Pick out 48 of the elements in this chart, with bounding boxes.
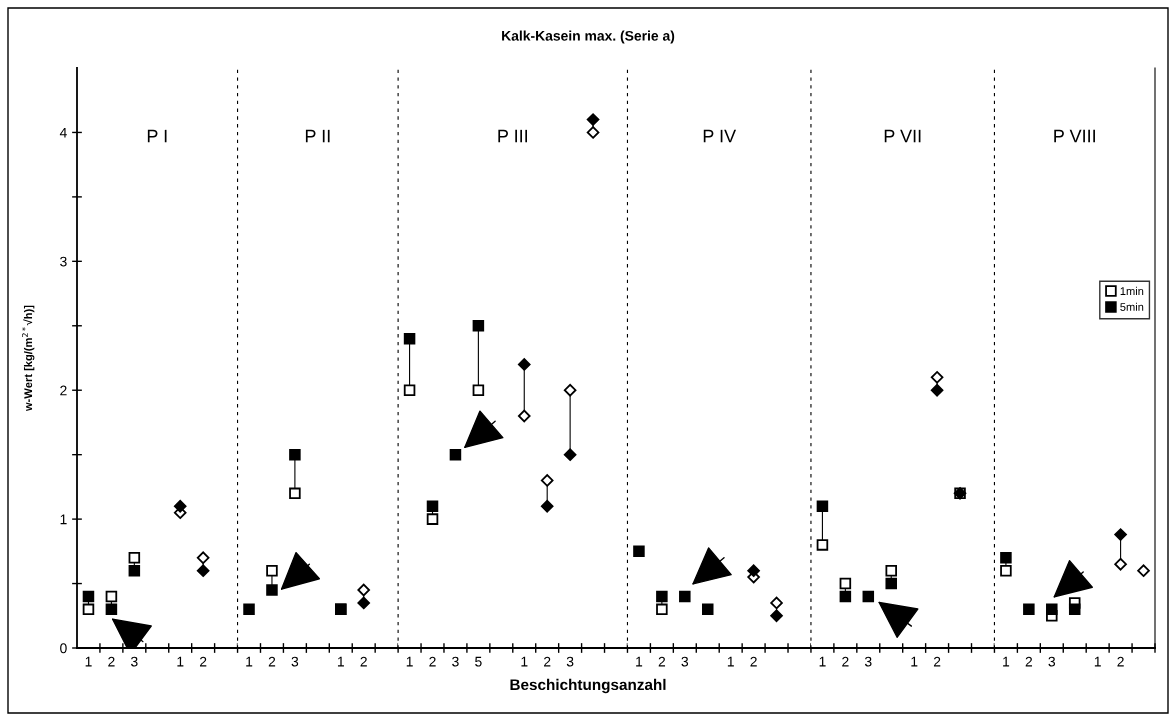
y-tick-label: 1 <box>60 514 67 525</box>
x-tick-label: 2 <box>842 656 849 667</box>
legend-label: 1min <box>1120 286 1144 295</box>
x-tick-label: 2 <box>268 656 276 667</box>
x-tick-label: 3 <box>131 656 138 667</box>
x-tick-label: 2 <box>658 656 666 667</box>
x-tick-label: 1 <box>911 656 918 667</box>
y-tick-label: 2 <box>60 385 67 396</box>
chart-title: Kalk-Kasein max. (Serie a) <box>502 30 675 44</box>
x-tick-label: 1 <box>246 656 253 667</box>
x-tick-label: 1 <box>521 656 528 667</box>
x-tick-label: 2 <box>933 656 941 667</box>
text: P IV <box>703 129 737 143</box>
text: P II <box>305 129 330 143</box>
x-tick-label: 2 <box>1025 656 1033 667</box>
x-tick-label: 5 <box>475 656 482 667</box>
x-tick-label: 2 <box>360 656 367 667</box>
x-tick-label: 1 <box>1003 656 1010 667</box>
y-tick-label: 3 <box>60 256 67 267</box>
y-tick-label: 0 <box>60 643 67 654</box>
x-axis-title: Beschichtungsanzahl <box>510 678 666 694</box>
x-tick-label: 2 <box>544 656 551 667</box>
text: P III <box>498 129 528 143</box>
x-tick-label: 2 <box>429 656 436 667</box>
x-tick-label: 2 <box>1117 656 1124 667</box>
x-tick-label: 3 <box>452 656 459 667</box>
x-tick-label: 2 <box>750 656 757 667</box>
x-tick-label: 3 <box>291 656 299 667</box>
x-tick-label: 2 <box>199 656 207 667</box>
y-tick-label: 4 <box>59 127 67 138</box>
x-tick-label: 3 <box>566 656 574 667</box>
x-tick-label: 1 <box>727 656 734 667</box>
x-tick-label: 1 <box>636 656 643 667</box>
x-tick-label: 2 <box>108 656 115 667</box>
x-tick-label: 1 <box>1094 656 1101 667</box>
x-tick-label: 1 <box>337 656 344 667</box>
legend-label: 5min <box>1120 302 1144 311</box>
x-tick-label: 3 <box>681 656 689 667</box>
text: P VIII <box>1054 129 1095 143</box>
x-tick-label: 3 <box>1048 656 1056 667</box>
x-tick-label: 1 <box>406 656 413 667</box>
text: P VII <box>884 129 921 143</box>
x-tick-label: 1 <box>819 656 826 667</box>
y-axis-title: w-Wert [kg/(m$^{2*}$√h)] <box>22 305 35 412</box>
x-tick-label: 1 <box>177 656 184 667</box>
text: P I <box>147 129 167 143</box>
x-tick-label: 3 <box>864 656 872 667</box>
x-tick-label: 1 <box>85 656 92 667</box>
